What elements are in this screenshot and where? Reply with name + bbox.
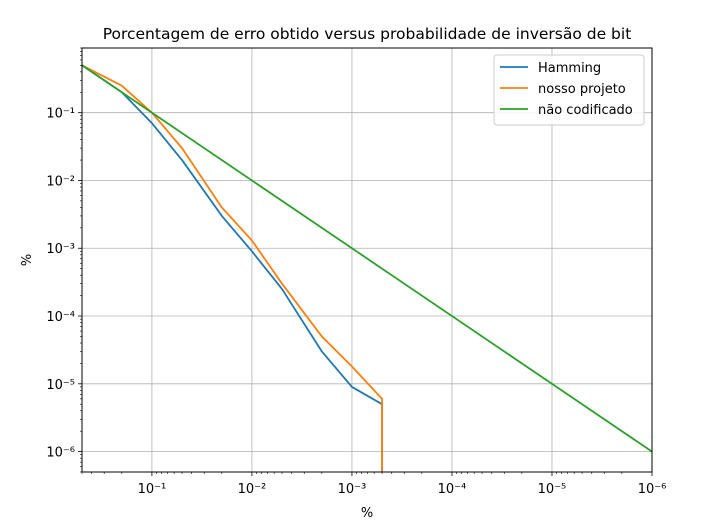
legend: Hamming nosso projeto não codificado bbox=[493, 54, 645, 126]
legend-label: nosso projeto bbox=[538, 82, 626, 97]
x-axis: 10⁻¹ 10⁻² 10⁻³ 10⁻⁴ 10⁻⁵ 10⁻⁶ bbox=[81, 472, 667, 497]
series-line-0 bbox=[81, 64, 383, 472]
y-tick-label: 10⁻³ bbox=[46, 242, 75, 257]
plot-frame bbox=[81, 47, 653, 473]
x-tick-label: 10⁻¹ bbox=[138, 482, 167, 497]
legend-label: não codificado bbox=[538, 103, 633, 118]
y-tick-label: 10⁻⁶ bbox=[46, 446, 75, 461]
chart-title: Porcentagem de erro obtido versus probab… bbox=[103, 25, 632, 43]
y-tick-label: 10⁻² bbox=[46, 174, 75, 189]
y-axis: 10⁻¹ 10⁻² 10⁻³ 10⁻⁴ 10⁻⁵ 10⁻⁶ bbox=[46, 47, 82, 473]
x-axis-label: % bbox=[361, 506, 373, 521]
legend-label: Hamming bbox=[538, 61, 601, 76]
series-layer bbox=[81, 64, 653, 472]
y-tick-label: 10⁻⁴ bbox=[46, 310, 75, 325]
x-tick-label: 10⁻⁴ bbox=[438, 482, 467, 497]
series-line-1 bbox=[81, 64, 383, 472]
y-tick-label: 10⁻⁵ bbox=[46, 378, 75, 393]
x-tick-label: 10⁻⁵ bbox=[538, 482, 567, 497]
y-axis-label: % bbox=[20, 254, 35, 266]
y-tick-label: 10⁻¹ bbox=[46, 107, 75, 122]
series-line-2 bbox=[81, 64, 653, 453]
legend-box bbox=[493, 54, 645, 126]
x-tick-label: 10⁻³ bbox=[338, 482, 367, 497]
x-tick-label: 10⁻² bbox=[238, 482, 267, 497]
x-tick-label: 10⁻⁶ bbox=[638, 482, 667, 497]
